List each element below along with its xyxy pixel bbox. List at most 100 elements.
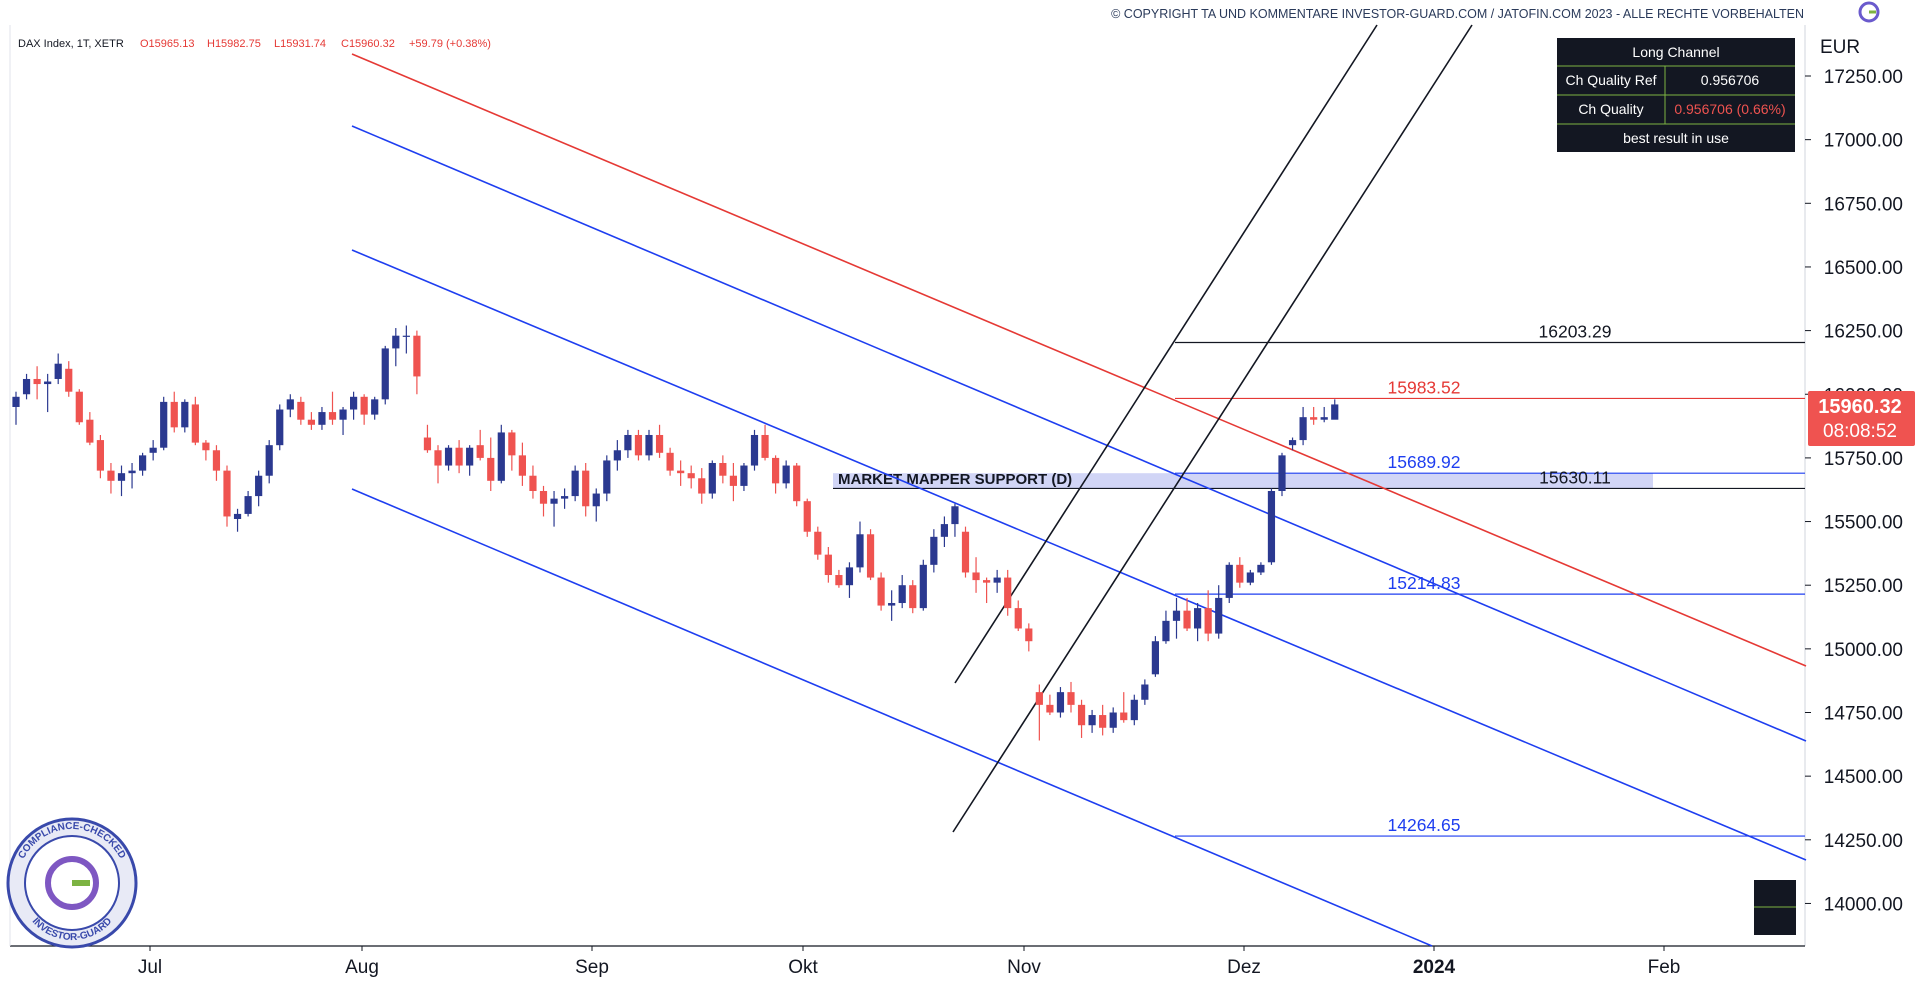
candle-body — [286, 399, 294, 410]
candle-body — [539, 490, 548, 504]
channel-upper-line[interactable] — [351, 125, 1807, 742]
level-label: 15983.52 — [1388, 377, 1461, 397]
candle — [803, 498, 811, 537]
candle — [350, 391, 358, 420]
candle-body — [1004, 577, 1012, 609]
close-value: C15960.32 — [341, 38, 395, 50]
time-tick-label: Sep — [575, 957, 609, 978]
candle — [761, 424, 769, 461]
candle-body — [645, 434, 653, 456]
candle — [1099, 704, 1107, 736]
candle — [1035, 684, 1043, 741]
channel-middle-line[interactable] — [351, 249, 1807, 861]
candle — [265, 440, 273, 484]
candle — [518, 442, 526, 486]
candle — [729, 462, 737, 502]
candle-body — [265, 445, 273, 476]
candle-body — [181, 401, 189, 428]
candle-body — [1035, 692, 1043, 705]
candle-body — [1099, 715, 1107, 728]
ref-label: Ch Quality Ref — [1565, 72, 1656, 88]
candle-body — [1267, 490, 1276, 563]
candle-body — [719, 462, 727, 476]
candle — [909, 580, 917, 614]
candle-body — [149, 447, 157, 453]
candle — [613, 440, 621, 471]
time-axis[interactable]: Jul Aug Sep Okt Nov Dez 2024 Feb — [138, 946, 1681, 978]
candle-body — [793, 465, 801, 502]
candle — [434, 445, 442, 484]
candle-body — [476, 445, 484, 458]
candle — [1130, 694, 1138, 726]
price-tick-label: 14000.00 — [1824, 894, 1903, 915]
candle-body — [888, 603, 896, 606]
candle-body — [33, 378, 41, 385]
candle-body — [350, 396, 358, 410]
candle-body — [1299, 417, 1307, 441]
candle-body — [402, 335, 410, 337]
candle-body — [930, 536, 938, 565]
candle — [1172, 597, 1181, 639]
candle — [550, 490, 558, 527]
candle-body — [761, 434, 769, 458]
level-label: 15630.11 — [1539, 467, 1611, 487]
mini-widget[interactable] — [1754, 880, 1796, 935]
time-tick-label: Okt — [788, 957, 818, 978]
candle-body — [634, 434, 643, 456]
candle-body — [1109, 712, 1117, 728]
candle-body — [223, 470, 231, 517]
channel-lower-line[interactable] — [351, 488, 1433, 947]
candle — [1236, 557, 1244, 588]
candle-body — [307, 419, 315, 425]
candle — [371, 396, 379, 420]
candle-body — [54, 363, 62, 379]
candle — [1067, 681, 1075, 713]
candle — [413, 330, 421, 395]
candle-body — [86, 419, 94, 443]
candle — [824, 547, 832, 583]
candle-body — [529, 475, 537, 491]
candle — [244, 490, 252, 517]
info-panel: Long Channel Ch Quality Ref 0.956706 Ch … — [1557, 38, 1795, 152]
candle-body — [1172, 610, 1181, 621]
open-value: O15965.13 — [140, 38, 194, 50]
price-tick-label: 16500.00 — [1824, 258, 1903, 279]
trend-upper-line[interactable] — [954, 24, 1378, 684]
candle-body — [772, 457, 780, 484]
candle-body — [698, 478, 706, 494]
candle — [983, 577, 991, 604]
candle — [698, 468, 706, 504]
candle-body — [65, 368, 73, 392]
candle-body — [455, 447, 463, 466]
current-price-tag: 15960.32 08:08:52 — [1808, 391, 1915, 446]
resistance-line[interactable] — [351, 53, 1807, 667]
high-value: H15982.75 — [207, 38, 261, 50]
candle — [233, 508, 242, 532]
candle-body — [961, 531, 970, 573]
candle-body — [392, 335, 400, 349]
price-tick-label: 17250.00 — [1824, 67, 1903, 88]
candle-body — [297, 401, 305, 420]
candle — [1077, 699, 1086, 738]
candle — [128, 462, 136, 489]
candle-body — [1257, 564, 1265, 573]
candlestick-series — [12, 325, 1339, 741]
candle-body — [12, 396, 20, 407]
candle — [107, 462, 115, 494]
price-tick-label: 15750.00 — [1824, 449, 1903, 470]
candle — [318, 406, 326, 430]
candle — [65, 361, 73, 397]
price-tick-label: 16250.00 — [1824, 322, 1903, 343]
candle-body — [107, 470, 115, 481]
candle — [139, 452, 147, 476]
candle — [307, 412, 315, 430]
candle — [1025, 623, 1033, 652]
candle — [54, 353, 62, 385]
candle — [666, 447, 674, 476]
candle-body — [708, 462, 716, 494]
candle — [1246, 569, 1254, 586]
price-tick-label: 16750.00 — [1824, 194, 1903, 215]
candle — [866, 529, 875, 581]
candle-body — [360, 396, 368, 415]
